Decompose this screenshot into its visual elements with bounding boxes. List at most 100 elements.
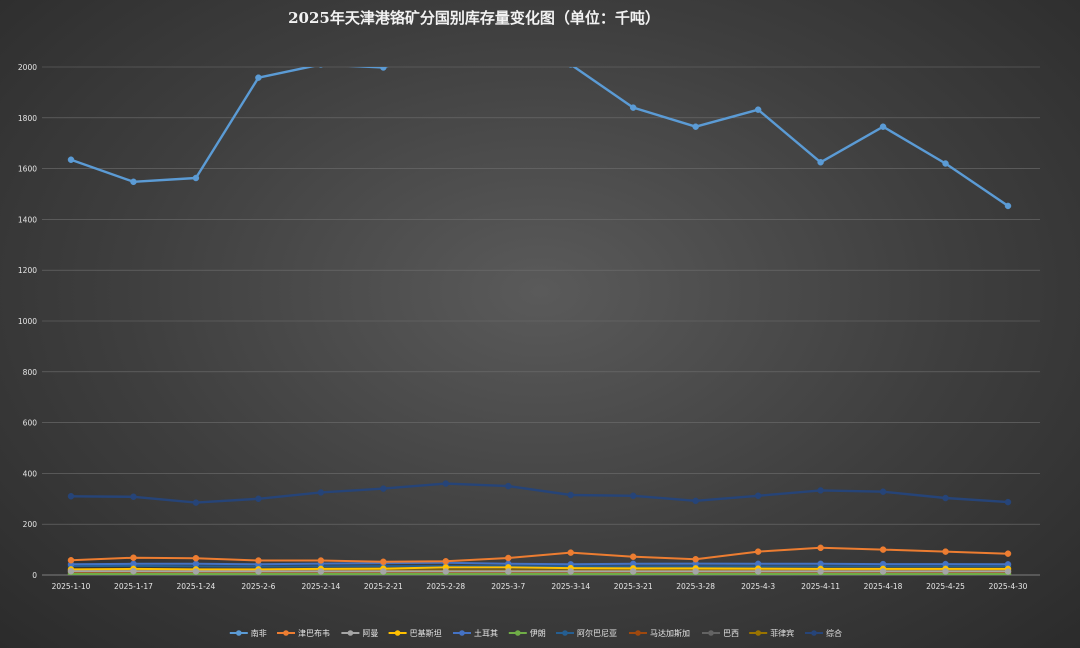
data-point — [692, 556, 699, 563]
series-0 — [67, 44, 1012, 210]
data-point — [879, 123, 887, 130]
data-point — [67, 567, 75, 575]
series-line — [70, 546, 1009, 563]
x-tick-label: 2025-2-21 — [364, 582, 403, 591]
data-point — [879, 488, 887, 495]
data-point — [942, 160, 949, 167]
data-point — [567, 568, 574, 575]
legend-label: 阿尔巴尼亚 — [577, 628, 617, 638]
data-point — [380, 485, 387, 492]
data-point — [754, 548, 762, 555]
y-tick-label: 1400 — [18, 215, 37, 224]
data-point — [817, 544, 824, 552]
series-10 — [67, 480, 1012, 506]
data-point — [380, 558, 387, 566]
data-point — [505, 482, 512, 490]
data-point — [505, 554, 512, 562]
x-tick-label: 2025-4-18 — [864, 582, 903, 591]
data-point — [442, 568, 450, 575]
data-point — [1004, 498, 1012, 506]
x-tick-label: 2025-4-30 — [989, 582, 1028, 591]
data-point — [255, 74, 262, 81]
data-point — [568, 67, 573, 68]
data-point — [318, 67, 323, 68]
legend-marker — [236, 630, 242, 636]
legend-marker — [394, 630, 401, 636]
legend-item: 综合 — [805, 628, 842, 638]
x-tick-label: 2025-2-6 — [241, 582, 275, 591]
data-point — [754, 492, 762, 500]
data-point — [754, 106, 762, 113]
data-point — [67, 493, 75, 500]
data-point — [380, 568, 387, 575]
data-point — [817, 568, 824, 575]
legend-marker — [515, 630, 521, 636]
legend-item: 土耳其 — [453, 628, 498, 638]
data-point — [754, 568, 762, 575]
legend-label: 菲律宾 — [770, 628, 794, 638]
data-point — [1004, 568, 1012, 575]
x-tick-label: 2025-3-7 — [491, 582, 525, 591]
legend-label: 南非 — [251, 628, 267, 638]
series-line — [70, 561, 1009, 566]
series-line — [70, 566, 1008, 571]
data-point — [255, 557, 262, 564]
data-point — [629, 568, 637, 575]
data-point — [317, 557, 325, 564]
series-line — [70, 482, 1009, 504]
data-point — [192, 174, 200, 182]
y-tick-label: 1600 — [18, 165, 37, 174]
data-point — [942, 548, 949, 555]
data-point — [255, 568, 262, 575]
data-point — [442, 558, 450, 565]
legend-label: 综合 — [826, 628, 842, 638]
x-tick-label: 2025-1-17 — [114, 582, 153, 591]
chart-title: 2025年天津港铬矿分国别库存量变化图（单位：千吨） — [288, 9, 660, 27]
legend-item: 阿曼 — [341, 629, 378, 638]
legend-item: 南非 — [229, 628, 267, 638]
data-point — [130, 554, 137, 561]
data-point — [692, 568, 699, 575]
x-tick-label: 2025-4-25 — [926, 582, 965, 591]
x-tick-label: 2025-3-21 — [614, 582, 653, 591]
data-point — [505, 49, 511, 55]
legend-label: 阿曼 — [362, 629, 378, 638]
series-line — [70, 67, 1009, 207]
data-point — [692, 497, 699, 505]
y-tick-label: 2000 — [18, 63, 37, 72]
legend-item: 伊朗 — [508, 628, 546, 638]
y-tick-label: 0 — [32, 571, 37, 580]
legend-label: 伊朗 — [530, 628, 546, 638]
legend-label: 巴基斯坦 — [410, 628, 442, 638]
data-point — [67, 156, 75, 163]
data-point — [192, 554, 200, 562]
data-point — [192, 568, 200, 575]
y-tick-label: 800 — [23, 368, 38, 377]
legend-item: 马达加斯加 — [629, 628, 690, 638]
series-1 — [67, 544, 1012, 566]
data-point — [443, 44, 449, 50]
data-point — [879, 568, 887, 575]
legend-label: 马达加斯加 — [650, 628, 690, 638]
series-line — [70, 564, 1008, 568]
y-tick-label: 600 — [23, 419, 38, 428]
data-point — [817, 487, 824, 494]
series-layer — [67, 44, 1012, 575]
y-tick-label: 1800 — [18, 114, 37, 123]
series-4 — [67, 559, 1012, 568]
legend-item: 津巴布韦 — [277, 628, 330, 638]
data-point — [67, 557, 75, 564]
y-tick-label: 1200 — [18, 266, 37, 275]
legend-label: 津巴布韦 — [298, 628, 330, 638]
data-point — [942, 494, 949, 502]
data-point — [942, 568, 949, 575]
legend-item: 巴西 — [702, 629, 739, 638]
legend-item: 巴基斯坦 — [388, 628, 442, 638]
legend-marker — [562, 630, 568, 636]
data-point — [130, 493, 137, 501]
x-tick-label: 2025-1-10 — [52, 582, 91, 591]
data-point — [629, 492, 637, 500]
y-tick-label: 400 — [23, 469, 38, 478]
data-point — [130, 567, 137, 575]
